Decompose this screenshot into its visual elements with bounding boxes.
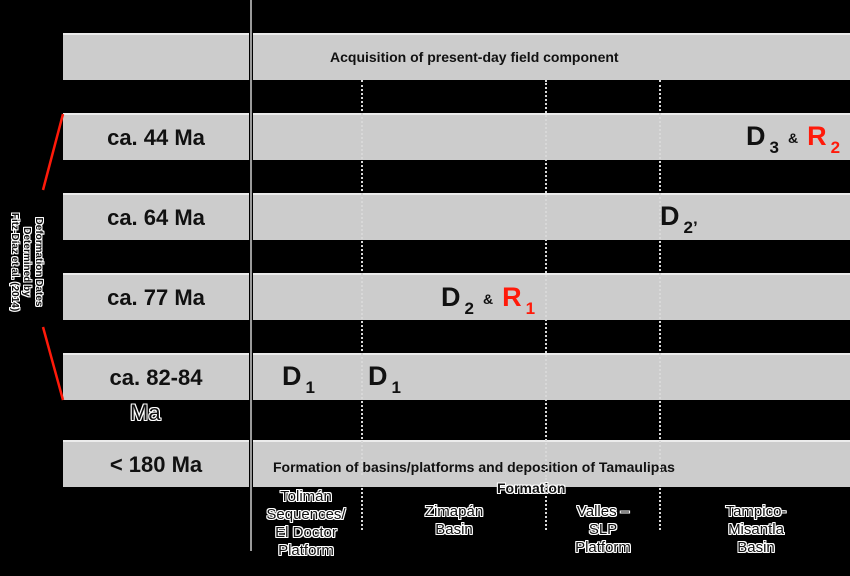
column-divider-3 bbox=[659, 80, 661, 475]
content-band-180: Formation of basins/platforms and deposi… bbox=[253, 440, 850, 487]
age-band-82-84: ca. 82-84 bbox=[63, 353, 249, 400]
age-label-44: ca. 44 Ma bbox=[107, 124, 205, 150]
age-band-77: ca. 77 Ma bbox=[63, 273, 249, 320]
column-divider-1 bbox=[361, 80, 363, 475]
main-divider bbox=[250, 0, 252, 551]
event-d2-r1: D 2 & R 1 bbox=[441, 282, 536, 318]
column-label-valles-slp: Valles – SLP Platform bbox=[575, 503, 631, 556]
age-band-44: ca. 44 Ma bbox=[63, 113, 249, 160]
event-d2-prime: D 2’ bbox=[660, 201, 698, 237]
content-band-44 bbox=[253, 113, 850, 160]
present-day-field-text: Acquisition of present-day field compone… bbox=[330, 49, 619, 65]
column-label-zimapan: Zimapán Basin bbox=[424, 503, 484, 538]
content-band-64 bbox=[253, 193, 850, 240]
age-label-77: ca. 77 Ma bbox=[107, 284, 205, 310]
column-divider-2-lower bbox=[545, 485, 547, 530]
age-band-64: ca. 64 Ma bbox=[63, 193, 249, 240]
column-divider-3-lower bbox=[659, 485, 661, 530]
ampersand: & bbox=[482, 291, 494, 307]
age-band-180: < 180 Ma bbox=[63, 440, 249, 487]
age-band-present bbox=[63, 33, 249, 80]
age-label-180: < 180 Ma bbox=[109, 451, 203, 477]
age-label-82-84-tail: Ma bbox=[130, 400, 161, 425]
column-label-tampico-misantla: Tampico- Misantla Basin bbox=[725, 503, 787, 556]
content-band-present: Acquisition of present-day field compone… bbox=[253, 33, 850, 80]
age-label-64: ca. 64 Ma bbox=[107, 204, 205, 230]
age-label-82-84: ca. 82-84 bbox=[109, 364, 203, 390]
column-divider-1-lower bbox=[361, 485, 363, 530]
column-label-toliman: Tolimán Sequences/ El Doctor Platform bbox=[266, 488, 346, 559]
column-divider-2 bbox=[545, 80, 547, 480]
content-band-77 bbox=[253, 273, 850, 320]
event-d3-r2: D 3 & R 2 bbox=[746, 121, 841, 157]
basin-formation-text-2: Formation bbox=[497, 480, 566, 496]
basin-formation-text: Formation of basins/platforms and deposi… bbox=[273, 459, 675, 475]
ampersand: & bbox=[787, 130, 799, 146]
content-band-82-84 bbox=[253, 353, 850, 400]
deformation-dates-label: Deformation Dates Determined by Fitz-Día… bbox=[9, 212, 44, 312]
